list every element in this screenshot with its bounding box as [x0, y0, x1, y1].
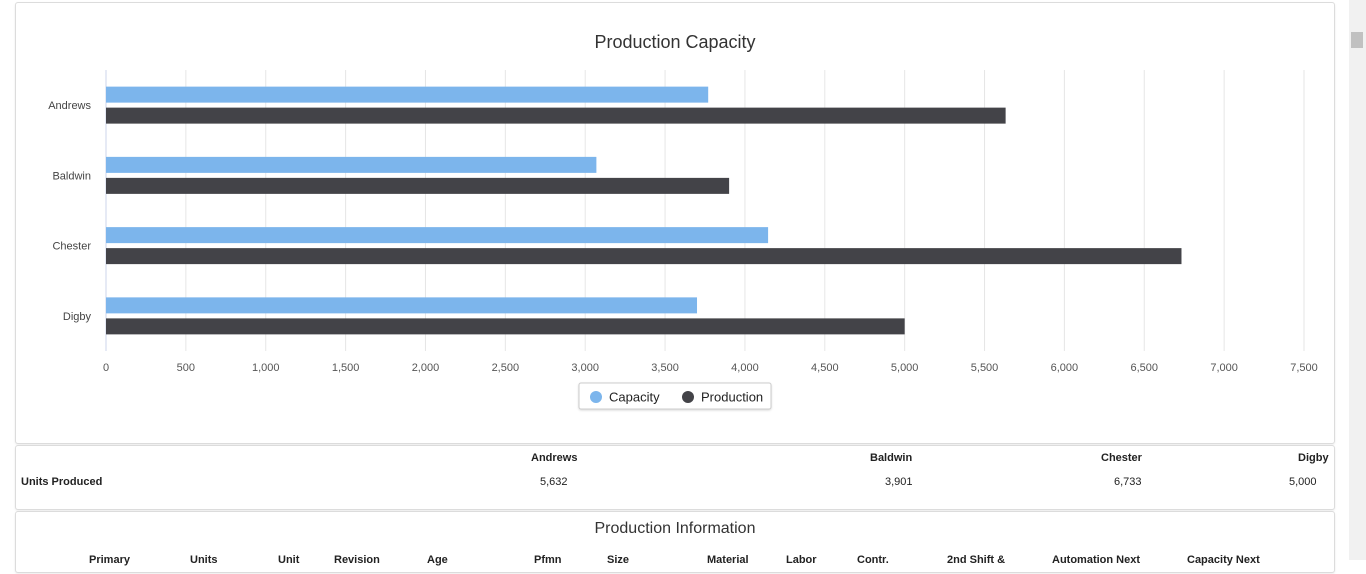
- category-label: Baldwin: [52, 170, 91, 182]
- x-tick-label: 7,500: [1290, 362, 1318, 374]
- legend-marker-capacity[interactable]: [590, 391, 602, 403]
- production-capacity-panel: Production Capacity 0 500 1,000 1,500 2,000 2…: [15, 2, 1335, 444]
- production-information-panel: Production Information Primary Units Uni…: [15, 511, 1335, 573]
- info-col-header: Revision: [334, 554, 380, 566]
- production-information-header-row: Primary Units Unit Revision Age Pfmn Siz…: [16, 554, 1334, 574]
- bar-capacity-baldwin[interactable]: [106, 156, 597, 173]
- info-col-header: Pfmn: [534, 554, 562, 566]
- info-col-header: Unit: [278, 554, 300, 566]
- units-value-baldwin: 3,901: [885, 476, 913, 488]
- x-tick-label: 4,500: [811, 362, 839, 374]
- x-tick-label: 3,500: [651, 362, 679, 374]
- category-label: Digby: [63, 311, 92, 323]
- x-tick-label: 3,000: [571, 362, 599, 374]
- column-header-andrews: Andrews: [531, 452, 578, 464]
- x-tick-label: 0: [103, 362, 109, 374]
- x-tick-label: 5,500: [971, 362, 999, 374]
- units-value-andrews: 5,632: [540, 476, 568, 488]
- units-value-chester: 6,733: [1114, 476, 1142, 488]
- category-label: Chester: [52, 241, 91, 253]
- column-header-baldwin: Baldwin: [870, 452, 913, 464]
- bar-production-digby[interactable]: [106, 318, 905, 335]
- bar-capacity-andrews[interactable]: [106, 86, 709, 103]
- info-col-header: Labor: [786, 554, 817, 566]
- info-col-header: Size: [607, 554, 630, 566]
- category-label: Andrews: [48, 100, 91, 112]
- x-tick-label: 4,000: [731, 362, 759, 374]
- bar-production-baldwin[interactable]: [106, 177, 730, 194]
- production-capacity-chart: Production Capacity 0 500 1,000 1,500 2,000 2…: [48, 32, 1318, 410]
- production-information-title: Production Information: [594, 520, 756, 537]
- x-tick-label: 2,500: [492, 362, 520, 374]
- x-tick-label: 1,000: [252, 362, 280, 374]
- info-col-header: Capacity Next: [1187, 554, 1260, 566]
- info-col-header: Age: [427, 554, 448, 566]
- info-col-header: Contr.: [857, 554, 889, 566]
- x-tick-label: 1,500: [332, 362, 360, 374]
- legend-marker-production[interactable]: [682, 391, 694, 403]
- page-scrollbar[interactable]: [1349, 0, 1366, 560]
- legend-box: [578, 382, 772, 410]
- units-produced-label: Units Produced: [21, 476, 103, 488]
- column-header-digby: Digby: [1298, 452, 1329, 464]
- info-col-header: Primary: [89, 554, 130, 566]
- bar-production-andrews[interactable]: [106, 107, 1006, 124]
- scrollbar-thumb[interactable]: [1351, 32, 1363, 48]
- bar-production-chester[interactable]: [106, 248, 1182, 265]
- x-tick-label: 6,000: [1051, 362, 1079, 374]
- x-tick-label: 500: [177, 362, 195, 374]
- x-tick-label: 2,000: [412, 362, 440, 374]
- column-header-chester: Chester: [1101, 452, 1142, 464]
- chart-title: Production Capacity: [594, 32, 755, 52]
- info-col-header: 2nd Shift &: [947, 554, 1006, 566]
- bar-capacity-digby[interactable]: [106, 297, 698, 314]
- info-col-header: Automation Next: [1052, 554, 1140, 566]
- chart-legend: Capacity Production: [578, 382, 772, 410]
- units-value-digby: 5,000: [1289, 476, 1317, 488]
- units-produced-table: Units Produced Andrews 5,632 Baldwin 3,9…: [15, 445, 1335, 510]
- bar-capacity-chester[interactable]: [106, 227, 769, 244]
- info-col-header: Material: [707, 554, 749, 566]
- x-tick-label: 7,000: [1210, 362, 1238, 374]
- x-tick-label: 5,000: [891, 362, 919, 374]
- legend-label-capacity[interactable]: Capacity: [609, 390, 660, 405]
- info-col-header: Units: [190, 554, 218, 566]
- legend-label-production[interactable]: Production: [701, 390, 763, 405]
- x-tick-label: 6,500: [1131, 362, 1159, 374]
